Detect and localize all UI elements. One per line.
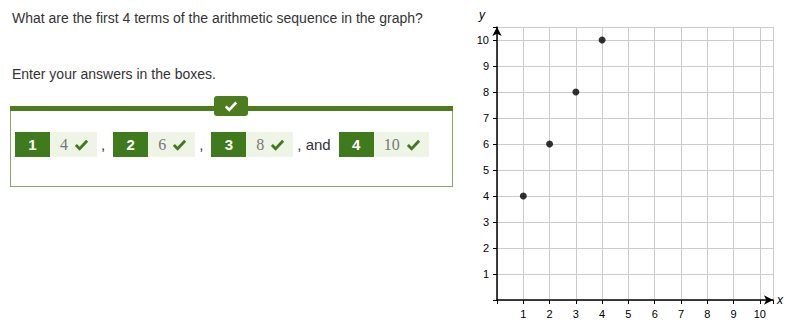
html-text:, and: , and [297,136,331,153]
html-text:10: 10 [383,135,400,153]
svg-text:9: 9 [483,60,489,72]
html-text:1: 1 [28,136,37,153]
svg-text:9: 9 [731,308,737,320]
svg-text:1: 1 [520,308,526,320]
html-text:4: 4 [60,135,68,153]
svg-text:6: 6 [483,138,489,150]
html-text:8: 8 [256,135,265,153]
svg-text:8: 8 [483,86,489,98]
svg-text:x: x [776,293,784,307]
svg-text:8: 8 [704,308,710,320]
html-text:2: 2 [126,136,135,153]
svg-text:10: 10 [754,308,766,320]
svg-text:1: 1 [483,268,489,280]
svg-text:3: 3 [573,308,579,320]
svg-text:10: 10 [477,34,489,46]
svg-text:2: 2 [483,242,489,254]
svg-text:5: 5 [483,164,489,176]
svg-text:7: 7 [678,308,684,320]
svg-text:7: 7 [483,112,489,124]
svg-text:6: 6 [652,308,658,320]
svg-text:y: y [478,8,486,22]
html-text:6: 6 [158,135,167,153]
html-text:3: 3 [224,136,233,153]
svg-text:2: 2 [547,308,553,320]
html-text:Enter your answers in the boxe: Enter your answers in the boxes. [12,66,216,82]
svg-text:3: 3 [483,216,489,228]
svg-text:4: 4 [483,190,489,202]
html-text:What are the first 4 terms of: What are the first 4 terms of the arithm… [12,10,423,26]
svg-text:5: 5 [625,308,631,320]
svg-text:4: 4 [599,308,605,320]
html-text:4: 4 [352,136,361,153]
